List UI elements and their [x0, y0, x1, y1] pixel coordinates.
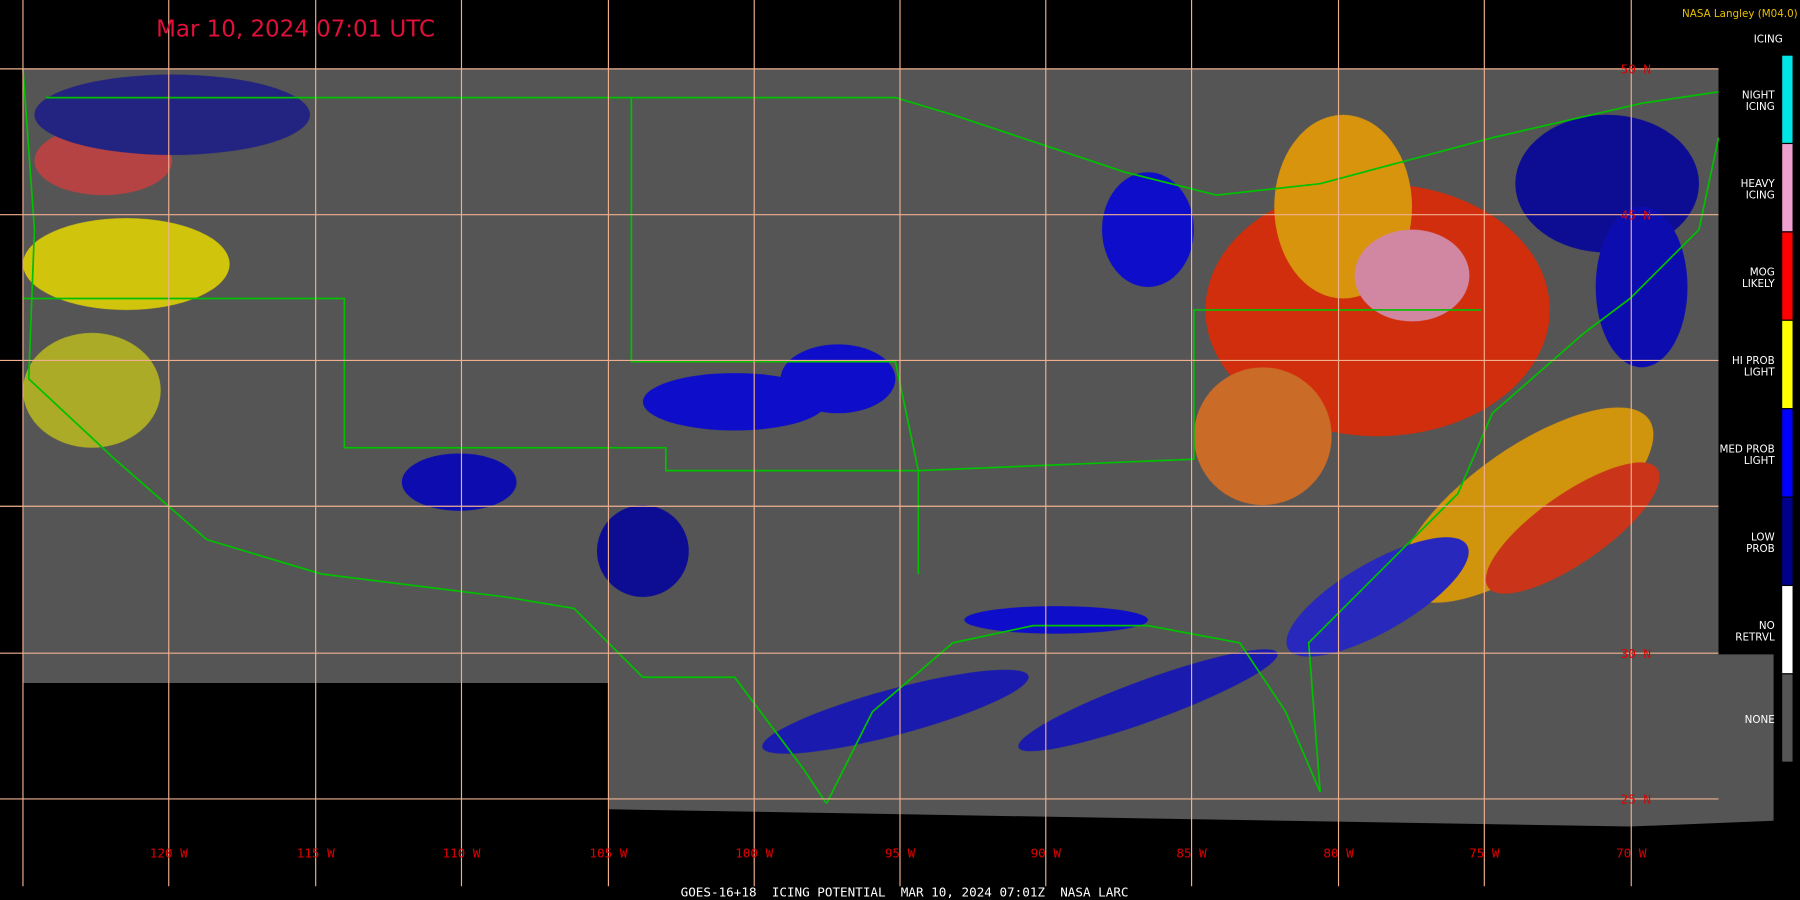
legend-label: LIGHT — [1744, 366, 1776, 378]
boundaries — [22, 68, 1720, 805]
legend-label: ICING — [1746, 190, 1775, 202]
legend-label: NONE — [1745, 714, 1775, 726]
longitude-label: 80 W — [1323, 846, 1354, 861]
graticule — [0, 0, 1719, 887]
legend-swatch — [1781, 142, 1794, 233]
legend-swatch — [1781, 319, 1794, 410]
patch — [1102, 172, 1194, 287]
longitude-label: 105 W — [589, 846, 627, 861]
latitude-label: 30 N — [1621, 646, 1651, 661]
legend-label: MOG — [1750, 267, 1775, 279]
boundary — [825, 624, 1321, 804]
boundary — [22, 68, 828, 805]
legend-label: ICING — [1746, 101, 1775, 113]
longitude-label: 120 W — [150, 846, 188, 861]
map-title: Mar 10, 2024 07:01 UTC — [156, 17, 435, 43]
legend-label: HEAVY — [1741, 178, 1776, 190]
longitude-label: 115 W — [297, 846, 335, 861]
patch — [1286, 537, 1469, 657]
legend-title: ICING — [1754, 33, 1783, 45]
patch — [964, 606, 1148, 634]
legend-swatch — [1781, 673, 1794, 763]
legend-swatch — [1781, 54, 1794, 145]
patch — [1354, 229, 1470, 322]
legend-label: NIGHT — [1742, 90, 1776, 102]
longitude-label: 95 W — [885, 846, 916, 861]
longitude-label: 70 W — [1616, 846, 1647, 861]
footer: GOES-16+18 ICING POTENTIAL MAR 10, 2024 … — [681, 885, 1129, 900]
patch — [596, 505, 689, 597]
patch — [642, 373, 827, 431]
patch — [22, 332, 161, 448]
latitude-label: 25 N — [1621, 792, 1651, 807]
patch — [780, 344, 896, 414]
legend-label: LIKELY — [1742, 278, 1775, 290]
latitude-label: 50 N — [1621, 61, 1651, 76]
latitude-label: 45 N — [1621, 207, 1651, 222]
labels: 120 W 115 W 110 W 105 W 100 W 95 W 90 W 85 W 80 … — [150, 8, 1798, 899]
boundary — [1307, 137, 1720, 793]
patch — [762, 669, 1029, 754]
longitude-label: 75 W — [1469, 846, 1500, 861]
legend-label: RETRVL — [1735, 632, 1775, 644]
legend-swatch — [1781, 584, 1794, 675]
credit: NASA Langley (M04.0) — [1682, 8, 1798, 20]
legend-label: HI PROB — [1732, 355, 1775, 367]
patch — [22, 218, 230, 310]
longitude-label: 85 W — [1176, 846, 1207, 861]
legend-swatch — [1781, 231, 1794, 321]
longitude-label: 100 W — [735, 846, 773, 861]
legend-label: NO — [1759, 620, 1775, 632]
legend-label: LIGHT — [1744, 455, 1776, 467]
boundary — [630, 97, 1481, 472]
patch — [1193, 367, 1332, 506]
patch — [1485, 462, 1660, 594]
patch — [401, 453, 517, 511]
legend-label: PROB — [1746, 543, 1775, 555]
patch — [34, 74, 310, 155]
legend-swatch — [1781, 496, 1794, 587]
boundary — [45, 90, 1719, 197]
legend-label: LOW — [1751, 532, 1775, 544]
longitude-label: 90 W — [1031, 846, 1062, 861]
legend-label: MED PROB — [1719, 443, 1774, 455]
patch — [1018, 649, 1278, 752]
legend-swatch — [1781, 408, 1794, 498]
longitude-label: 110 W — [442, 846, 480, 861]
